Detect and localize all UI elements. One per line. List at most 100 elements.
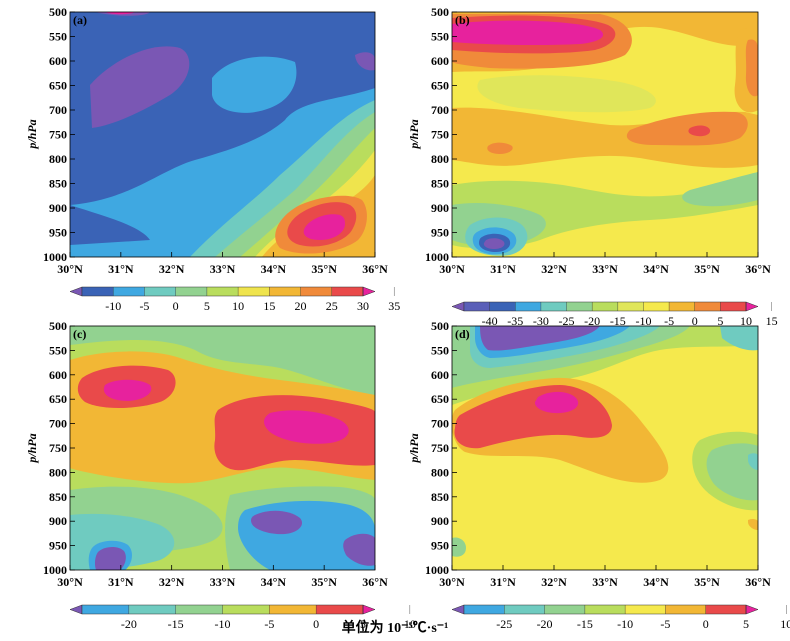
y-tick-label: 700 [49,103,67,117]
panel-d-contour [748,453,758,470]
colorbar-label: 10 [232,299,244,313]
y-tick-label: 750 [49,441,67,455]
panel-d-contour [720,326,758,351]
colorbar-segment [464,605,505,614]
y-tick-label: 550 [49,30,67,44]
x-tick-label: 36°N [362,262,388,276]
panel-a-contour [90,46,190,128]
colorbar-label: 5 [717,314,723,328]
colorbar-label: -10 [105,299,121,313]
x-tick-label: 33°N [210,575,236,589]
y-tick-label: 500 [49,5,67,19]
x-tick-label: 31°N [108,262,134,276]
colorbar-label: -15 [610,314,626,328]
x-tick-label: 36°N [745,575,771,589]
colorbar-label: 15 [766,314,778,328]
colorbar-segment [316,605,364,614]
panel-label: (d) [455,327,470,341]
colorbar-label: 5 [360,617,366,631]
colorbar-label: -35 [507,314,523,328]
colorbar-segment [592,302,619,311]
y-tick-label: 800 [431,465,449,479]
y-tick-label: 1000 [425,250,449,264]
y-tick-label: 750 [431,128,449,142]
colorbar-segment [643,302,670,311]
colorbar-label: 0 [313,617,319,631]
panel-b-contour [745,39,758,97]
y-tick-label: 1000 [43,250,67,264]
panel-label: (b) [455,13,470,27]
colorbar-segment [669,302,696,311]
y-tick-label: 550 [431,343,449,357]
colorbar-label: -10 [617,617,633,631]
colorbar-label: 10 [780,617,790,631]
panel-c [69,325,376,571]
colorbar-label: -15 [168,617,184,631]
y-tick-label: 800 [49,465,67,479]
colorbar-label: -20 [584,314,600,328]
y-axis-title: p/hPa [25,119,39,149]
colorbar-label: 0 [173,299,179,313]
y-tick-label: 950 [49,226,67,240]
colorbar-high-arrow [745,604,759,615]
y-tick-label: 500 [431,5,449,19]
colorbar-high-arrow [362,286,376,297]
panel-a [69,11,376,258]
colorbar-segment [464,302,491,311]
y-tick-label: 600 [49,54,67,68]
y-tick-label: 950 [49,539,67,553]
panel-d-contour [534,391,579,414]
colorbar-label: -40 [482,314,498,328]
colorbar-segment [331,287,364,296]
x-tick-label: 33°N [592,262,618,276]
colorbar-segment [238,287,270,296]
panel-b-contour [487,142,513,154]
y-tick-label: 600 [49,368,67,382]
y-axis-title: p/hPa [407,433,421,463]
colorbar-label: -15 [577,617,593,631]
panel-a-contour [303,214,345,240]
y-tick-label: 800 [431,152,449,166]
panel-b-contour [452,20,604,46]
colorbar-high-arrow [745,301,759,312]
panel-b [451,11,759,258]
panel-a-contour [105,12,135,15]
colorbar-label: 5 [743,617,749,631]
x-tick-label: 31°N [108,575,134,589]
colorbar-label: 35 [388,299,400,313]
colorbar-low-arrow [451,301,465,312]
x-tick-label: 30°N [439,575,465,589]
x-tick-label: 31°N [490,575,516,589]
y-tick-label: 550 [431,30,449,44]
y-tick-label: 700 [431,417,449,431]
y-tick-label: 500 [431,319,449,333]
colorbar-segment [515,302,542,311]
colorbar-segment [584,605,626,614]
colorbar-label: -5 [139,299,149,313]
colorbar-label: 15 [263,299,275,313]
y-axis-title: p/hPa [25,433,39,463]
y-tick-label: 700 [49,417,67,431]
colorbar-segment [705,605,747,614]
panel-d-contour [706,443,758,501]
colorbar-label: -25 [496,617,512,631]
colorbar-segment [113,287,145,296]
panel-a-contour [70,205,150,245]
panel-b-contour [682,172,758,207]
y-tick-label: 900 [49,514,67,528]
x-tick-label: 32°N [159,575,185,589]
x-tick-label: 31°N [490,262,516,276]
colorbar-label: 30 [357,299,369,313]
colorbar-segment [144,287,177,296]
y-tick-label: 1000 [43,563,67,577]
y-tick-label: 650 [431,392,449,406]
colorbar-label: 10 [740,314,752,328]
colorbar-segment [694,302,721,311]
colorbar-segment [566,302,593,311]
y-tick-label: 650 [49,79,67,93]
panel-c-contour [70,326,375,395]
colorbar-segment [82,605,130,614]
panel-c-contour [264,410,349,444]
x-tick-label: 34°N [261,262,287,276]
y-tick-label: 800 [49,152,67,166]
